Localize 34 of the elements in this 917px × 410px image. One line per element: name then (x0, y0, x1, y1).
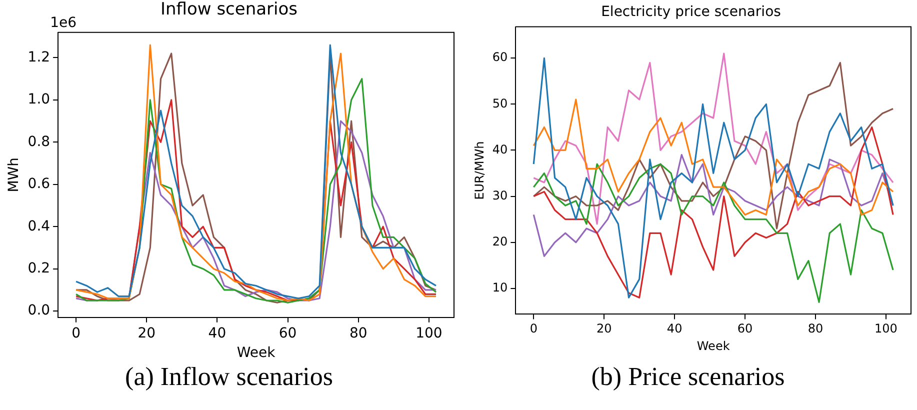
x-tick-label: 0 (530, 322, 538, 336)
y-tick-label: 50 (492, 96, 508, 110)
x-tick-label: 100 (874, 322, 898, 336)
y-tick-label: 60 (492, 50, 508, 64)
y-axis-title: EUR/MWh (472, 141, 486, 200)
text: (b) Price scenarios (590, 362, 786, 392)
x-tick-label: 40 (208, 325, 226, 342)
x-axis-title: Week (696, 338, 730, 353)
y-tick-label: 1.2 (28, 49, 50, 66)
y-tick-label: 0.6 (28, 176, 50, 192)
x-tick-label: 100 (416, 325, 442, 342)
x-tick-label: 0 (72, 325, 81, 342)
x-tick-label: 60 (737, 322, 753, 336)
y-axis-title: MWh (6, 158, 22, 192)
y-tick-label: 0.4 (28, 218, 50, 234)
y-tick-label: 40 (492, 142, 508, 156)
y-tick-label: 0.8 (28, 134, 50, 150)
chart-title: Inflow scenarios (160, 0, 298, 20)
x-tick-label: 80 (808, 322, 824, 336)
y-tick-label: 30 (492, 188, 508, 202)
y-tick-label: 10 (492, 280, 508, 295)
y-tick-label: 0.0 (28, 302, 50, 319)
text: (a) Inflow scenarios (124, 362, 334, 392)
x-axis-title: Week (236, 345, 276, 362)
y-tick-label: 20 (492, 234, 508, 248)
text: 1e6 (50, 15, 77, 32)
x-tick-label: 60 (278, 325, 297, 342)
y-tick-label: 0.2 (28, 260, 50, 276)
x-tick-label: 20 (596, 322, 612, 336)
x-tick-label: 80 (349, 325, 368, 342)
chart-title: Electricity price scenarios (601, 4, 781, 20)
x-tick-label: 20 (138, 325, 156, 342)
x-tick-label: 40 (666, 322, 682, 336)
y-tick-label: 1.0 (28, 92, 50, 108)
